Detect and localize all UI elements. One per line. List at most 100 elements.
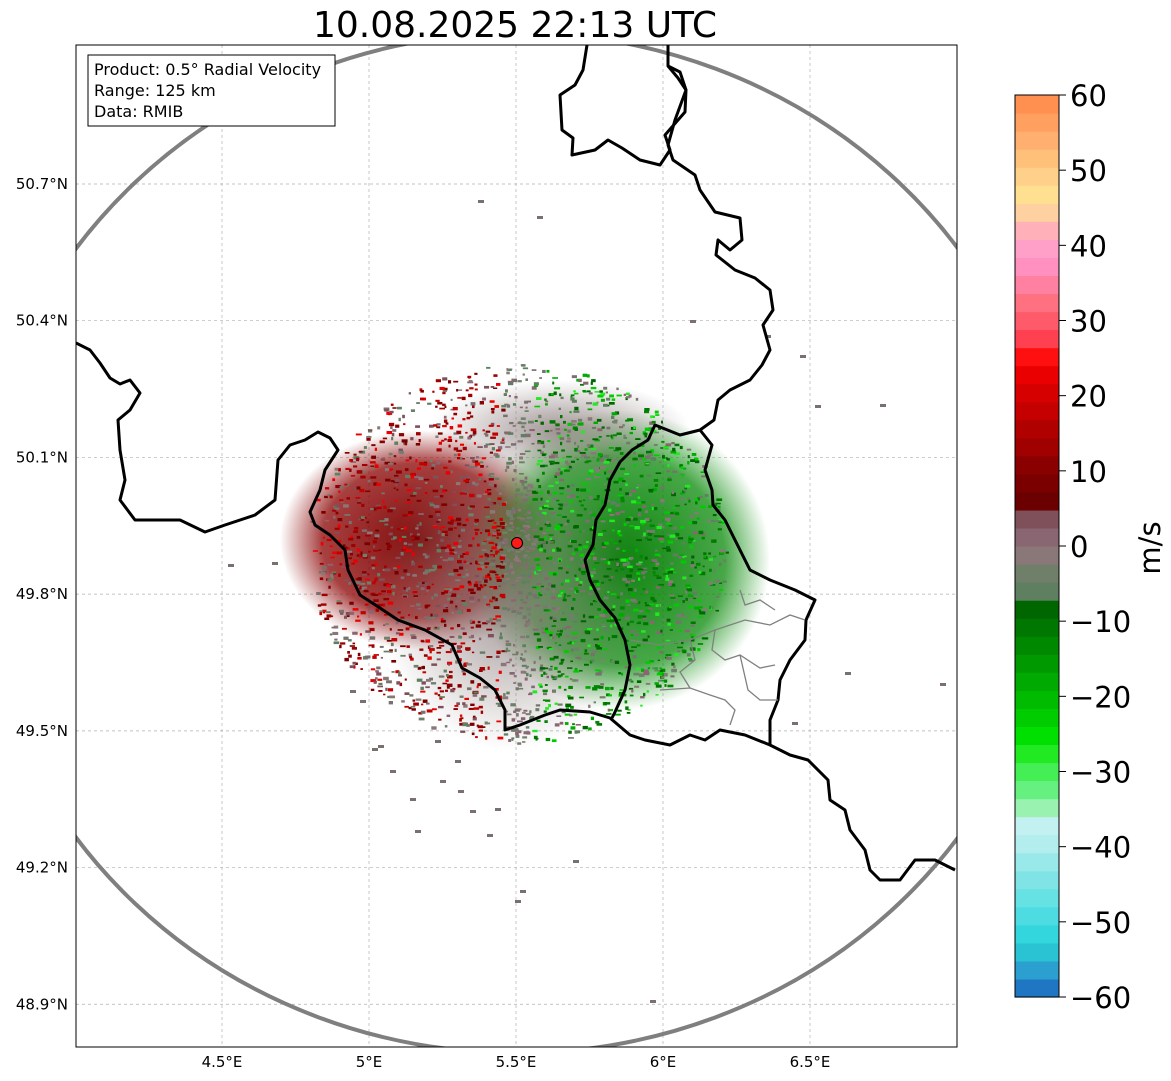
echo-pixel (456, 650, 462, 653)
region-border-6 (739, 654, 778, 701)
colorbar-tick-label: 10 (1070, 455, 1107, 489)
colorbar-tick-label: −20 (1070, 680, 1131, 714)
echo-pixel (420, 587, 425, 591)
echo-pixel (474, 518, 479, 523)
echo-pixel (436, 513, 441, 517)
echo-pixel (418, 476, 424, 481)
echo-pixel (391, 470, 395, 473)
echo-pixel (429, 459, 433, 463)
echo-pixel (434, 626, 438, 629)
echo-pixel (432, 708, 437, 711)
echo-pixel (554, 702, 558, 705)
echo-pixel (652, 415, 655, 418)
echo-pixel (556, 607, 560, 610)
echo-pixel (567, 429, 571, 433)
echo-pixel (500, 624, 507, 628)
echo-pixel (393, 567, 397, 570)
lat-tick-label: 50.7°N (16, 175, 68, 193)
echo-pixel (470, 634, 474, 638)
echo-pixel (572, 620, 578, 623)
echo-pixel (644, 410, 650, 414)
echo-pixel (548, 507, 554, 510)
echo-pixel (570, 423, 576, 426)
echo-pixel (388, 452, 393, 456)
echo-pixel (457, 457, 461, 460)
echo-pixel (449, 426, 454, 430)
echo-pixel (484, 445, 488, 448)
echo-pixel (477, 580, 482, 584)
echo-pixel (456, 449, 463, 452)
echo-pixel (582, 545, 589, 549)
echo-pixel (426, 627, 431, 630)
colorbar-segment (1015, 780, 1059, 800)
echo-pixel (513, 644, 516, 647)
echo-pixel (396, 470, 402, 474)
echo-pixel (538, 594, 543, 597)
echo-pixel (563, 650, 569, 654)
echo-pixel (636, 667, 640, 670)
echo-pixel (348, 520, 352, 525)
echo-pixel (537, 440, 541, 443)
echo-pixel (521, 496, 527, 499)
echo-pixel (689, 634, 696, 637)
echo-pixel (588, 615, 594, 619)
echo-pixel (655, 549, 658, 552)
echo-pixel (599, 466, 606, 470)
echo-pixel (439, 690, 444, 693)
echo-pixel (551, 739, 557, 743)
echo-pixel (689, 514, 694, 518)
echo-pixel (574, 406, 579, 411)
echo-pixel (387, 695, 391, 698)
echo-pixel (545, 403, 548, 406)
echo-pixel (576, 448, 579, 451)
echo-pixel (667, 623, 671, 626)
echo-pixel (532, 593, 537, 598)
echo-pixel (643, 532, 646, 536)
echo-pixel (539, 527, 543, 531)
echo-pixel (575, 590, 579, 593)
echo-pixel (366, 436, 372, 438)
echo-pixel (578, 500, 582, 503)
echo-pixel (388, 463, 394, 465)
echo-pixel (559, 662, 563, 665)
echo-pixel (505, 640, 510, 643)
echo-pixel (460, 458, 465, 460)
echo-pixel (574, 577, 579, 581)
echo-pixel (321, 511, 326, 514)
echo-pixel (610, 576, 614, 579)
echo-pixel (379, 578, 385, 581)
echo-pixel (413, 475, 420, 479)
echo-pixel (672, 571, 677, 574)
echo-pixel (596, 495, 600, 499)
echo-pixel (468, 582, 472, 586)
echo-pixel (482, 622, 488, 625)
echo-pixel (490, 559, 496, 562)
echo-pixel (352, 661, 357, 665)
echo-pixel (564, 428, 567, 431)
echo-pixel (671, 662, 675, 666)
echo-pixel (615, 447, 622, 451)
echo-pixel (608, 579, 612, 582)
echo-pixel (374, 463, 378, 466)
echo-pixel (494, 405, 499, 408)
border-west (76, 341, 771, 747)
echo-pixel (359, 587, 362, 590)
echo-pixel (394, 648, 397, 652)
echo-pixel (445, 471, 451, 475)
echo-pixel (443, 669, 447, 673)
echo-pixel (675, 504, 680, 507)
echo-pixel (442, 403, 446, 407)
echo-pixel (431, 467, 434, 470)
echo-pixel (468, 393, 473, 398)
echo-pixel (412, 699, 416, 702)
echo-pixel (499, 517, 503, 521)
echo-pixel (624, 616, 630, 620)
echo-pixel (429, 568, 435, 572)
echo-pixel (569, 613, 575, 618)
echo-pixel (386, 548, 391, 551)
colorbar-tick-label: 0 (1070, 530, 1088, 564)
echo-pixel (338, 490, 341, 493)
echo-pixel (549, 537, 553, 541)
echo-pixel (719, 552, 725, 555)
echo-pixel (588, 392, 593, 395)
